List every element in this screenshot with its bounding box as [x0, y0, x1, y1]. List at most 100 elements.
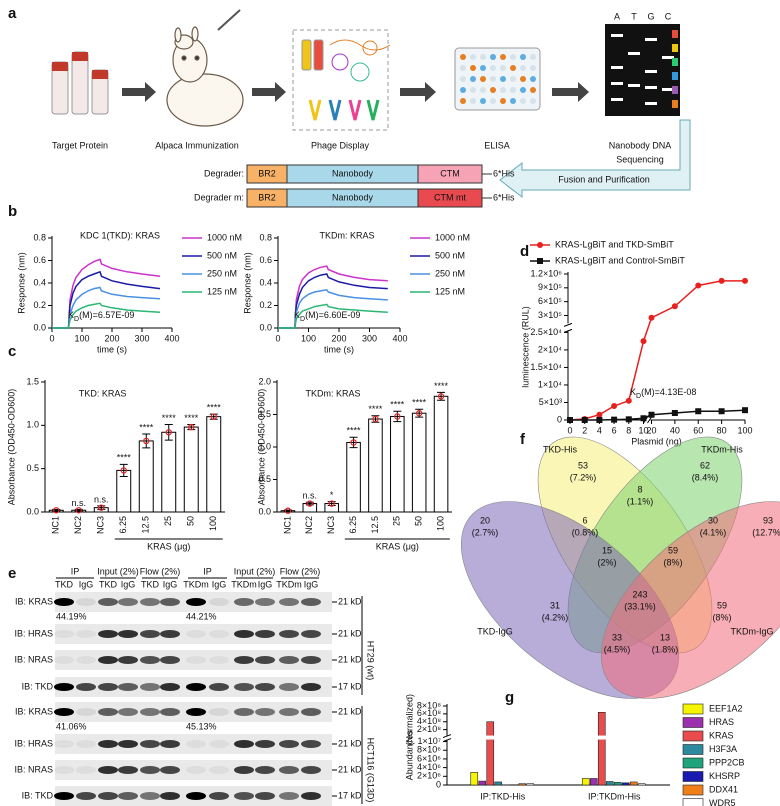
- blot-strip: [55, 734, 332, 754]
- well: [530, 76, 536, 82]
- y-tick-label: 6×10⁵: [538, 296, 562, 306]
- x-tick-label: 25: [392, 516, 402, 526]
- gel-letter: C: [665, 11, 672, 21]
- panel-label: a: [8, 5, 17, 22]
- construct-part-label: BR2: [258, 168, 276, 178]
- break-slash: [442, 734, 452, 743]
- kd-sub: D: [300, 316, 305, 323]
- venn-percent: (2%): [597, 557, 616, 567]
- blot-band: [301, 656, 321, 664]
- error-bar: [164, 423, 173, 441]
- lane-label: IgG: [212, 579, 227, 589]
- kd-sub: D: [74, 316, 79, 323]
- x-tick-label: 50: [186, 516, 196, 526]
- blot-band: [118, 740, 138, 748]
- well: [460, 87, 466, 93]
- legend-marker: [537, 258, 543, 264]
- blot-band: [140, 598, 160, 606]
- blot-band: [234, 792, 254, 800]
- series-line: [52, 286, 161, 329]
- gel-ladder: [672, 44, 678, 52]
- well: [520, 76, 526, 82]
- alpaca: [166, 9, 244, 127]
- well: [470, 98, 476, 104]
- cell-line-label: HT29 (wt): [366, 641, 376, 681]
- blot-header: Flow (2%): [280, 566, 321, 576]
- x-tick-label: NC3: [96, 516, 106, 534]
- y-tick-label: 1.0: [258, 441, 271, 451]
- significance: n.s.: [94, 494, 109, 504]
- well: [470, 87, 476, 93]
- blot-band: [255, 598, 275, 606]
- blot-band: [279, 630, 299, 638]
- bar: [390, 415, 405, 513]
- point: [328, 500, 335, 507]
- blot-band: [98, 708, 118, 716]
- blot-band: [118, 792, 138, 800]
- blot-band: [54, 792, 74, 800]
- gel: [605, 24, 680, 116]
- well: [490, 65, 496, 71]
- size-label: 21 kD: [338, 738, 362, 748]
- venn-set: [600, 501, 780, 699]
- point: [718, 408, 725, 415]
- well: [460, 76, 466, 82]
- blot-band: [209, 766, 229, 774]
- x-axis-label: KRAS (μg): [147, 541, 190, 551]
- point: [306, 500, 314, 507]
- point: [394, 413, 401, 420]
- blot-band: [186, 708, 206, 716]
- lane-label: TKD: [141, 579, 160, 589]
- blot-band: [98, 630, 118, 638]
- size-label: 17 kD: [338, 681, 362, 691]
- blot-band: [76, 792, 96, 800]
- venn-percent: (1.1%): [627, 496, 654, 506]
- size-label: 21 kD: [338, 596, 362, 606]
- well: [470, 76, 476, 82]
- lane-label: TKDm: [231, 579, 257, 589]
- blot-band: [279, 792, 299, 800]
- legend-swatch: [682, 771, 704, 782]
- well: [530, 54, 536, 60]
- blot-band: [234, 598, 254, 606]
- y-tick-label: 0: [557, 414, 562, 424]
- legend-swatch: [682, 757, 704, 769]
- legend-label: WDR5: [709, 798, 736, 806]
- well: [490, 87, 496, 93]
- blot-band: [234, 740, 254, 748]
- x-tick-label: 2: [582, 425, 587, 435]
- gel-band: [611, 34, 623, 37]
- x-tick-label: 100: [208, 516, 218, 531]
- blot-band: [255, 792, 275, 800]
- series-line: [278, 288, 388, 329]
- step-label: Phage Display: [311, 140, 370, 150]
- blot-band: [76, 656, 96, 664]
- x-axis-label: KRAS (μg): [376, 541, 419, 551]
- point: [718, 277, 725, 284]
- lane-label: TKDm: [276, 579, 302, 589]
- well: [460, 98, 466, 104]
- bar: [411, 412, 427, 513]
- venn-percent: (4.2%): [542, 612, 569, 622]
- blot-row-label: IB: KRAS: [15, 706, 53, 716]
- panel-a-art: [51, 9, 691, 199]
- x-tick-label: 60: [693, 425, 703, 435]
- x-tick-label: 200: [331, 333, 346, 343]
- x-axis-label: time (s): [97, 344, 127, 354]
- legend-label: KRAS-LgBiT and Control-SmBiT: [555, 255, 685, 265]
- construct-label: Degrader:: [204, 168, 244, 178]
- blot-band: [118, 708, 138, 716]
- well: [490, 76, 496, 82]
- y-tick-label: 9×10⁵: [538, 282, 562, 292]
- lane-label: IgG: [163, 579, 178, 589]
- legend-label: 250 nM: [207, 268, 237, 278]
- bar: [183, 426, 199, 513]
- gel-band: [645, 70, 657, 73]
- point: [98, 504, 105, 511]
- point: [120, 467, 127, 474]
- kd-annotation: KD(M)=6.60E-09: [294, 310, 360, 322]
- legend-label: 500 nM: [207, 250, 237, 260]
- construct-part-label: BR2: [258, 192, 276, 202]
- his-tag: 6*His: [493, 192, 515, 202]
